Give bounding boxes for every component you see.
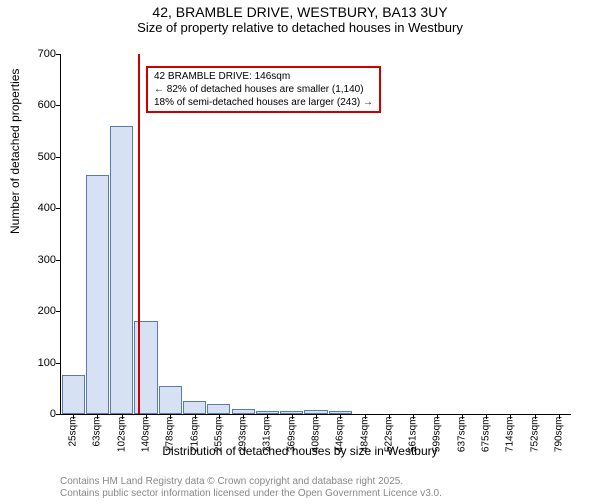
y-tick-label: 100 (21, 357, 56, 369)
histogram-bar (86, 175, 109, 414)
y-tick-mark (56, 208, 61, 209)
annotation-line3: 18% of semi-detached houses are larger (… (154, 96, 373, 109)
y-tick-mark (56, 311, 61, 312)
y-tick-mark (56, 54, 61, 55)
y-tick-label: 200 (21, 305, 56, 317)
y-tick-label: 0 (21, 408, 56, 420)
y-tick-label: 700 (21, 48, 56, 60)
y-tick-mark (56, 414, 61, 415)
y-tick-mark (56, 260, 61, 261)
y-tick-mark (56, 157, 61, 158)
reference-line (138, 54, 140, 414)
y-tick-label: 600 (21, 99, 56, 111)
histogram-bar (183, 401, 206, 414)
annotation-line1: 42 BRAMBLE DRIVE: 146sqm (154, 70, 373, 83)
annotation-line2: ← 82% of detached houses are smaller (1,… (154, 83, 373, 96)
histogram-bar (159, 386, 182, 414)
chart-subtitle: Size of property relative to detached ho… (0, 20, 600, 35)
footer-line1: Contains HM Land Registry data © Crown c… (60, 476, 442, 488)
y-tick-label: 500 (21, 151, 56, 163)
chart-title: 42, BRAMBLE DRIVE, WESTBURY, BA13 3UY (0, 4, 600, 20)
histogram-bar (207, 404, 230, 414)
y-tick-label: 300 (21, 254, 56, 266)
y-tick-label: 400 (21, 202, 56, 214)
histogram-bar (110, 126, 133, 414)
footer-line2: Contains public sector information licen… (60, 488, 442, 500)
y-tick-mark (56, 363, 61, 364)
annotation-box: 42 BRAMBLE DRIVE: 146sqm← 82% of detache… (146, 66, 381, 113)
y-axis-label: Number of detached properties (8, 69, 22, 234)
plot-area: 010020030040050060070025sqm63sqm102sqm14… (60, 54, 571, 415)
chart-container: 42, BRAMBLE DRIVE, WESTBURY, BA13 3UY Si… (0, 4, 600, 504)
x-axis-label: Distribution of detached houses by size … (0, 444, 600, 458)
footer-attribution: Contains HM Land Registry data © Crown c… (60, 476, 442, 500)
histogram-bar (62, 375, 85, 414)
y-tick-mark (56, 105, 61, 106)
